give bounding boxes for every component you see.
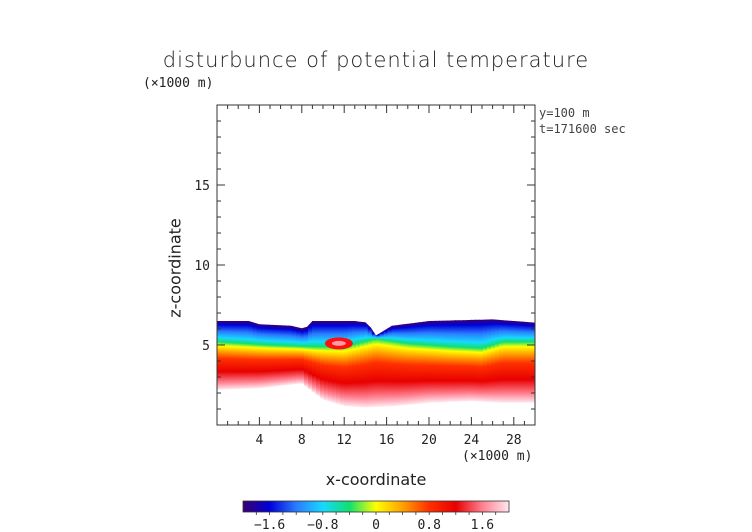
y-tick-label: 15 [194, 179, 210, 194]
x-axis-label: x-coordinate [325, 470, 427, 489]
x-tick-label: 16 [379, 433, 395, 448]
z-axis-unit: (×1000 m) [143, 76, 214, 91]
x-tick-label: 12 [336, 433, 352, 448]
x-tick-label: 24 [464, 433, 480, 448]
annotation-y-position: y=100 m [539, 106, 590, 120]
colorbar-tick-label: −0.8 [307, 518, 338, 532]
y-tick-label: 5 [202, 339, 210, 354]
temperature-field [217, 319, 535, 408]
colorbar: −1.6 −0.8 0 0.8 1.6 [242, 500, 510, 532]
x-tick-label: 8 [298, 433, 306, 448]
field-strips [217, 319, 535, 408]
colorbar-gradient [242, 500, 510, 513]
x-tick-label: 4 [255, 433, 263, 448]
colorbar-tick-label: −1.6 [254, 518, 285, 532]
colorbar-tick-label: 0 [372, 518, 380, 532]
x-tick-label: 20 [421, 433, 437, 448]
x-tick-label: 28 [506, 433, 522, 448]
x-axis-unit: (×1000 m) [462, 449, 533, 464]
annotation-time: t=171600 sec [539, 122, 626, 136]
axis-ticks: 4 8 12 16 20 24 28 5 10 15 [194, 105, 535, 448]
colorbar-tick-label: 0.8 [417, 518, 440, 532]
peak-spot-core [331, 340, 346, 346]
colorbar-tick-label: 1.6 [471, 518, 494, 532]
y-tick-label: 10 [194, 259, 210, 274]
chart-title: disturbunce of potential temperature [162, 48, 590, 72]
